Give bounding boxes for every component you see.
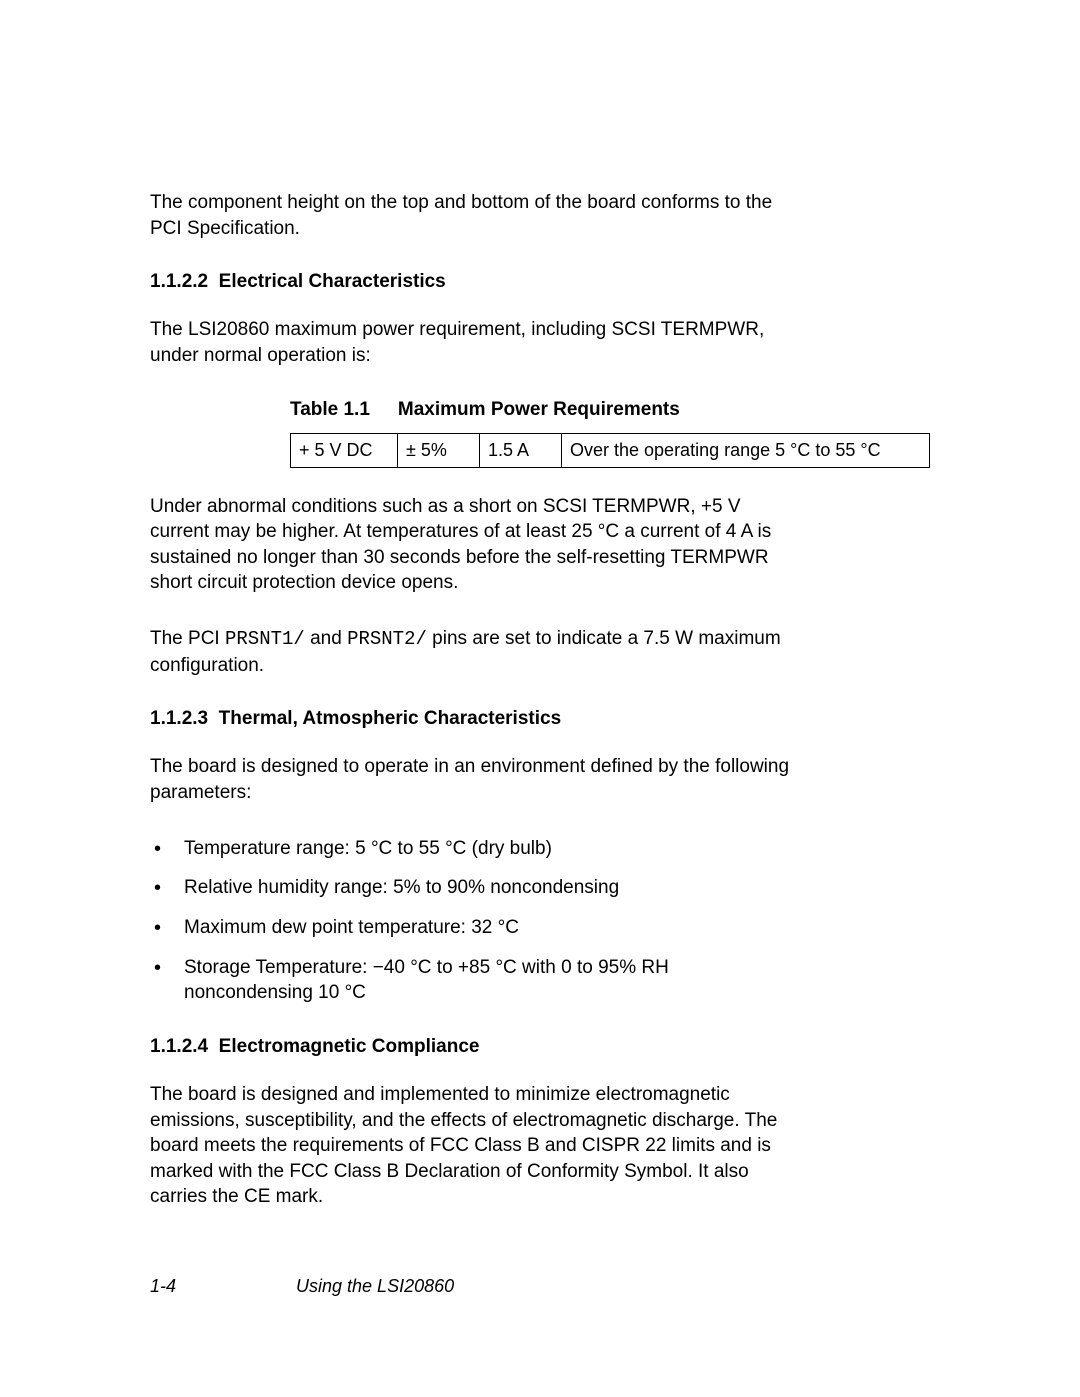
heading-num: 1.1.2.2 bbox=[150, 271, 208, 292]
p3-pre: The PCI bbox=[150, 628, 225, 649]
cell-voltage: + 5 V DC bbox=[291, 433, 398, 467]
footer-title: Using the LSI20860 bbox=[296, 1276, 454, 1296]
table-caption: Table 1.1 Maximum Power Requirements + 5 … bbox=[290, 399, 930, 468]
emc-para: The board is designed and implemented to… bbox=[150, 1082, 790, 1210]
heading-title: Electrical Characteristics bbox=[219, 271, 446, 292]
heading-num: 1.1.2.3 bbox=[150, 708, 208, 729]
content-area: The component height on the top and bott… bbox=[150, 190, 950, 1240]
cell-tolerance: ± 5% bbox=[398, 433, 480, 467]
code-prsnt1: PRSNT1/ bbox=[225, 628, 305, 650]
table-caption-num: Table 1.1 bbox=[290, 399, 370, 421]
power-table: + 5 V DC ± 5% 1.5 A Over the operating r… bbox=[290, 433, 930, 468]
heading-thermal: 1.1.2.3 Thermal, Atmospheric Characteris… bbox=[150, 708, 950, 730]
page-number: 1-4 bbox=[150, 1276, 176, 1296]
intro-paragraph: The component height on the top and bott… bbox=[150, 190, 790, 241]
elec-para1: The LSI20860 maximum power requirement, … bbox=[150, 317, 790, 368]
list-item: Storage Temperature: −40 °C to +85 °C wi… bbox=[150, 955, 790, 1006]
cell-range: Over the operating range 5 °C to 55 °C bbox=[562, 433, 930, 467]
heading-title: Thermal, Atmospheric Characteristics bbox=[219, 708, 561, 729]
list-item: Relative humidity range: 5% to 90% nonco… bbox=[150, 875, 790, 901]
page: The component height on the top and bott… bbox=[0, 0, 1080, 1397]
p3-mid: and bbox=[305, 628, 347, 649]
table-row: + 5 V DC ± 5% 1.5 A Over the operating r… bbox=[291, 433, 930, 467]
heading-electrical: 1.1.2.2 Electrical Characteristics bbox=[150, 271, 950, 293]
heading-emc: 1.1.2.4 Electromagnetic Compliance bbox=[150, 1036, 950, 1058]
elec-para3: The PCI PRSNT1/ and PRSNT2/ pins are set… bbox=[150, 626, 790, 678]
footer: 1-4 Using the LSI20860 bbox=[150, 1276, 950, 1297]
heading-num: 1.1.2.4 bbox=[150, 1036, 208, 1057]
heading-title: Electromagnetic Compliance bbox=[219, 1036, 480, 1057]
cell-current: 1.5 A bbox=[480, 433, 562, 467]
list-item: Maximum dew point temperature: 32 °C bbox=[150, 915, 790, 941]
therm-para: The board is designed to operate in an e… bbox=[150, 754, 790, 805]
elec-para2: Under abnormal conditions such as a shor… bbox=[150, 494, 790, 597]
list-item: Temperature range: 5 °C to 55 °C (dry bu… bbox=[150, 836, 790, 862]
code-prsnt2: PRSNT2/ bbox=[347, 628, 427, 650]
therm-list: Temperature range: 5 °C to 55 °C (dry bu… bbox=[150, 836, 790, 1006]
table-caption-title: Maximum Power Requirements bbox=[398, 399, 680, 420]
